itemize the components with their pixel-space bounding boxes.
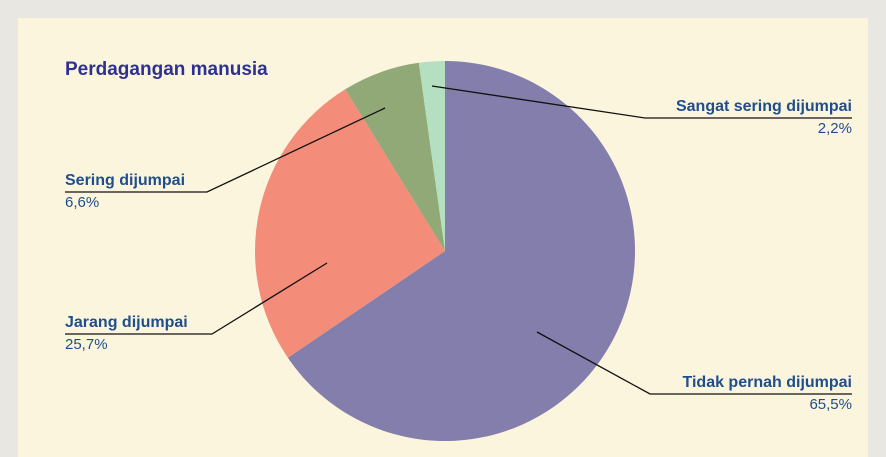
leader-line: [65, 107, 386, 193]
pie-slice: [255, 89, 445, 358]
slice-value: 6,6%: [65, 194, 99, 211]
slice-value: 25,7%: [65, 336, 108, 353]
chart-title: Perdagangan manusia: [65, 59, 268, 80]
slice-label: Jarang dijumpai: [65, 314, 188, 331]
slice-label: Sangat sering dijumpai: [676, 98, 852, 115]
slice-value: 65,5%: [809, 396, 852, 413]
pie-slice: [345, 62, 445, 251]
pie-slice: [287, 61, 636, 441]
leader-line: [65, 262, 328, 335]
leader-line: [536, 331, 852, 395]
slice-label: Sering dijumpai: [65, 172, 185, 189]
leader-line: [431, 85, 852, 119]
pie-slice: [418, 61, 445, 251]
slice-label: Tidak pernah dijumpai: [682, 374, 852, 391]
slice-value: 2,2%: [818, 120, 852, 137]
